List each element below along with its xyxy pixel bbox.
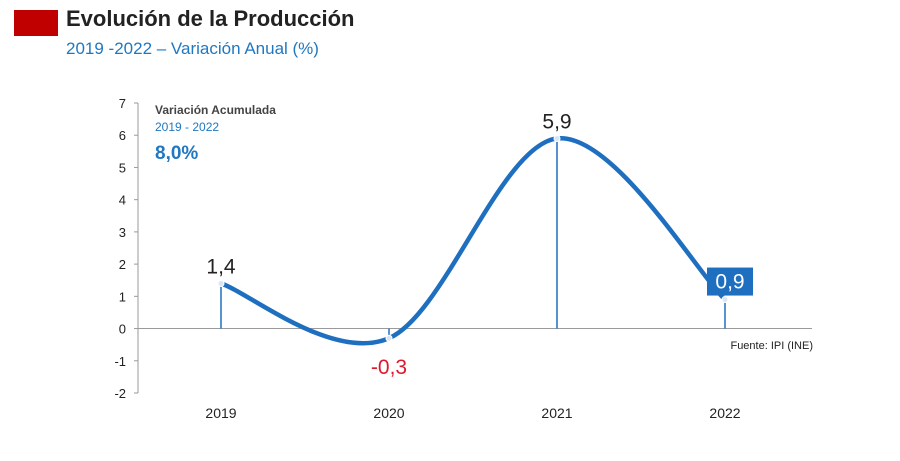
y-tick-label: 2 <box>119 257 126 272</box>
data-label-2020: -0,3 <box>371 356 407 379</box>
x-tick-label: 2020 <box>373 405 404 421</box>
data-point <box>217 279 225 287</box>
data-labels: 1,4 -0,3 5,9 0,9 <box>206 110 753 379</box>
x-tick-label: 2019 <box>205 405 236 421</box>
y-tick-label: 1 <box>119 289 126 304</box>
chart-title: Evolución de la Producción <box>66 6 355 31</box>
y-tick-label: 4 <box>119 193 126 208</box>
axis-layer: 7 6 5 4 3 2 1 0 -1 -2 2019 2020 2021 2022 <box>114 96 812 421</box>
source-note: Fuente: IPI (INE) <box>730 340 813 352</box>
y-tick-label: -1 <box>114 354 126 369</box>
y-tick-label: 6 <box>119 128 126 143</box>
y-tick-label: 3 <box>119 225 126 240</box>
data-point <box>721 296 729 304</box>
x-tick-label: 2022 <box>709 405 740 421</box>
drop-lines <box>220 138 726 339</box>
data-label-2022: 0,9 <box>715 271 744 294</box>
series-line <box>218 136 728 346</box>
data-label-2019: 1,4 <box>206 255 236 278</box>
annotation-value: 8,0% <box>155 143 198 164</box>
data-point <box>385 334 393 342</box>
data-label-2021: 5,9 <box>542 110 571 133</box>
data-label-2022-box <box>707 267 753 296</box>
data-point <box>553 134 561 142</box>
annotation-range: 2019 - 2022 <box>155 120 219 134</box>
y-tick-label: 7 <box>119 96 126 111</box>
data-points <box>217 134 729 342</box>
chart-subtitle: 2019 -2022 – Variación Anual (%) <box>66 39 319 58</box>
header-accent-box <box>14 10 58 36</box>
y-tick-label: 5 <box>119 160 126 175</box>
y-tick-label: 0 <box>119 322 126 337</box>
x-tick-label: 2021 <box>541 405 572 421</box>
annotation-title: Variación Acumulada <box>155 103 276 117</box>
y-tick-label: -2 <box>114 386 126 401</box>
